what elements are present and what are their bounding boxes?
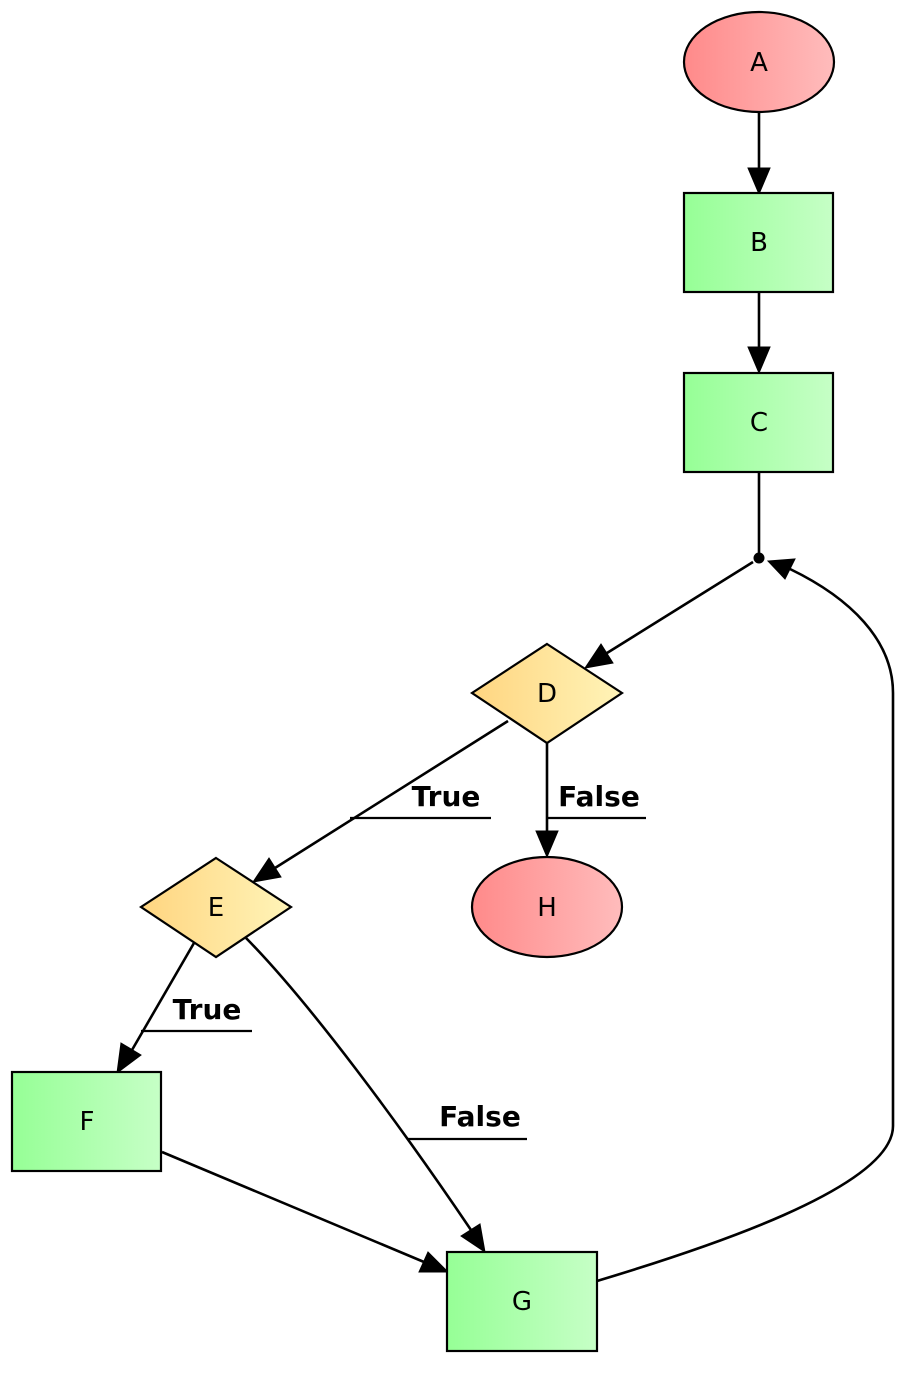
arrowhead <box>251 857 282 883</box>
edge-label-false: False <box>439 1100 521 1133</box>
edge-a-b <box>747 113 771 196</box>
arrowhead <box>747 167 771 196</box>
edge-b-c <box>747 292 771 375</box>
arrowhead <box>460 1223 486 1254</box>
node-label: F <box>80 1107 95 1137</box>
node-f: F <box>10 1070 163 1173</box>
edge-label-true: True <box>412 780 481 813</box>
edge-label-false: False <box>558 780 640 813</box>
edge-g-junction <box>596 558 895 1283</box>
node-e: E <box>139 856 293 959</box>
node-a: A <box>682 10 836 114</box>
node-g: G <box>445 1250 599 1353</box>
arrowhead <box>116 1042 142 1075</box>
edge-e-f <box>116 942 196 1075</box>
arrowhead <box>766 558 796 580</box>
node-label: D <box>537 679 557 709</box>
edge-d-h <box>535 743 559 859</box>
edge-label-d-h: False <box>547 780 646 820</box>
edge-label-e-f: True <box>141 993 252 1033</box>
edge-f-g <box>161 1150 450 1273</box>
edge-label-d-e: True <box>350 780 491 820</box>
arrowhead <box>747 346 771 375</box>
node-b: B <box>682 191 835 294</box>
arrowhead <box>583 643 614 669</box>
arrowhead <box>418 1251 450 1273</box>
node-h: H <box>470 855 624 959</box>
edge-label-e-g: False <box>408 1100 527 1141</box>
node-d: D <box>470 642 624 745</box>
arrowhead <box>535 830 559 859</box>
node-label: G <box>512 1287 532 1317</box>
node-label: C <box>750 408 768 438</box>
junction-point <box>753 552 765 564</box>
edge-label-true: True <box>173 993 242 1026</box>
edge-e-g <box>245 937 486 1254</box>
node-label: A <box>750 48 768 78</box>
node-label: B <box>750 228 768 258</box>
edge-junction-d <box>583 560 754 669</box>
node-label: H <box>537 893 557 923</box>
node-c: C <box>682 371 835 474</box>
node-label: E <box>208 893 224 923</box>
edge-d-e <box>251 719 509 883</box>
